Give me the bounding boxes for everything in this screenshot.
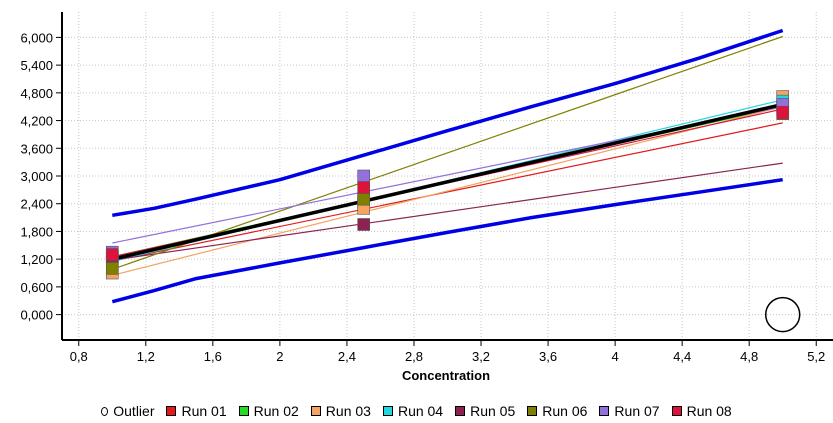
legend-label: Run 03 — [325, 403, 371, 419]
legend-label: Run 02 — [253, 403, 299, 419]
legend-item-run-04: Run 04 — [382, 403, 444, 419]
x-tick-label: 2,4 — [338, 349, 356, 364]
legend-label: Run 07 — [614, 403, 660, 419]
legend-item-run-07: Run 07 — [599, 403, 660, 419]
x-tick-label: 2,8 — [405, 349, 423, 364]
legend-label: Outlier — [113, 403, 155, 419]
legend-swatch — [238, 406, 249, 416]
legend-item-run-01: Run 01 — [166, 403, 227, 419]
x-axis-title: Concentration — [402, 368, 490, 383]
x-tick-label: 4 — [611, 349, 618, 364]
legend-label: Run 05 — [470, 403, 516, 419]
y-tick-label: 1,200 — [20, 252, 53, 267]
x-tick-label: 3,2 — [472, 349, 490, 364]
x-tick-label: 4,8 — [740, 349, 758, 364]
x-tick-label: 1,2 — [137, 349, 155, 364]
data-points — [105, 90, 801, 333]
gridlines — [62, 12, 833, 340]
upper-confidence-band — [112, 28, 784, 218]
legend-item-run-02: Run 02 — [238, 403, 299, 419]
legend: Outlier Run 01 Run 02 Run 03 Run 04 Run 05 Run… — [0, 402, 833, 420]
y-tick-label: 4,800 — [20, 86, 53, 101]
data-point-run-07 — [357, 169, 370, 183]
x-tick-label: 5,2 — [807, 349, 825, 364]
y-tick-label: 3,000 — [20, 169, 53, 184]
y-tick-label: 4,200 — [20, 114, 53, 129]
y-tick-label: 0,600 — [20, 280, 53, 295]
outlier-marker — [764, 296, 801, 333]
data-point-run-08 — [776, 105, 790, 119]
legend-label: Run 06 — [542, 403, 588, 419]
legend-swatch — [455, 406, 466, 416]
x-tick-label: 0,8 — [70, 349, 88, 364]
x-tick-label: 1,6 — [204, 349, 222, 364]
legend-item-run-06: Run 06 — [527, 403, 587, 419]
data-point-run-06 — [357, 192, 370, 206]
legend-swatch — [310, 406, 321, 416]
y-tick-label: 0,000 — [20, 308, 53, 323]
data-point-run-08 — [105, 248, 119, 261]
fit-line-run-03 — [112, 106, 783, 276]
legend-label: Run 01 — [181, 403, 227, 419]
legend-item-run-05: Run 05 — [455, 403, 515, 419]
legend-swatch — [382, 406, 393, 416]
legend-item-run-08: Run 08 — [671, 403, 732, 419]
y-tick-label: 2,400 — [20, 197, 53, 212]
legend-swatch — [671, 406, 682, 416]
legend-item-outlier: Outlier — [101, 403, 154, 419]
lower-confidence-band — [111, 177, 783, 304]
legend-item-run-03: Run 03 — [310, 403, 371, 419]
fit-line-run-01 — [112, 122, 783, 262]
y-tick-label: 1,800 — [20, 224, 53, 239]
confidence-bands — [111, 28, 784, 304]
legend-swatch — [166, 406, 177, 416]
y-tick-label: 3,600 — [20, 141, 53, 156]
legend-swatch — [599, 406, 610, 416]
legend-label: Run 08 — [686, 403, 732, 419]
legend-swatch — [527, 406, 538, 416]
fit-line-run-05 — [112, 162, 783, 261]
legend-swatch — [101, 406, 109, 416]
calibration-chart: 0,8 1,2 1,6 2 2,4 2,8 3,2 3,6 4 4,4 4,8 5,2 0,000 0,6… — [20, 12, 833, 383]
mean-fit-line — [111, 102, 784, 261]
data-point-run-05 — [357, 218, 370, 231]
x-tick-label: 4,4 — [673, 349, 691, 364]
y-tick-label: 5,400 — [20, 58, 53, 73]
data-point-run-08 — [357, 181, 370, 194]
x-tick-label: 3,6 — [539, 349, 557, 364]
data-point-run-06 — [105, 262, 119, 275]
legend-label: Run 04 — [397, 403, 444, 419]
axes: 0,8 1,2 1,6 2 2,4 2,8 3,2 3,6 4 4,4 4,8 5,2 0,000 0,6… — [20, 12, 833, 364]
x-tick-label: 2 — [276, 349, 283, 364]
fit-line-run-06 — [112, 35, 783, 270]
y-tick-label: 6,000 — [20, 30, 53, 45]
